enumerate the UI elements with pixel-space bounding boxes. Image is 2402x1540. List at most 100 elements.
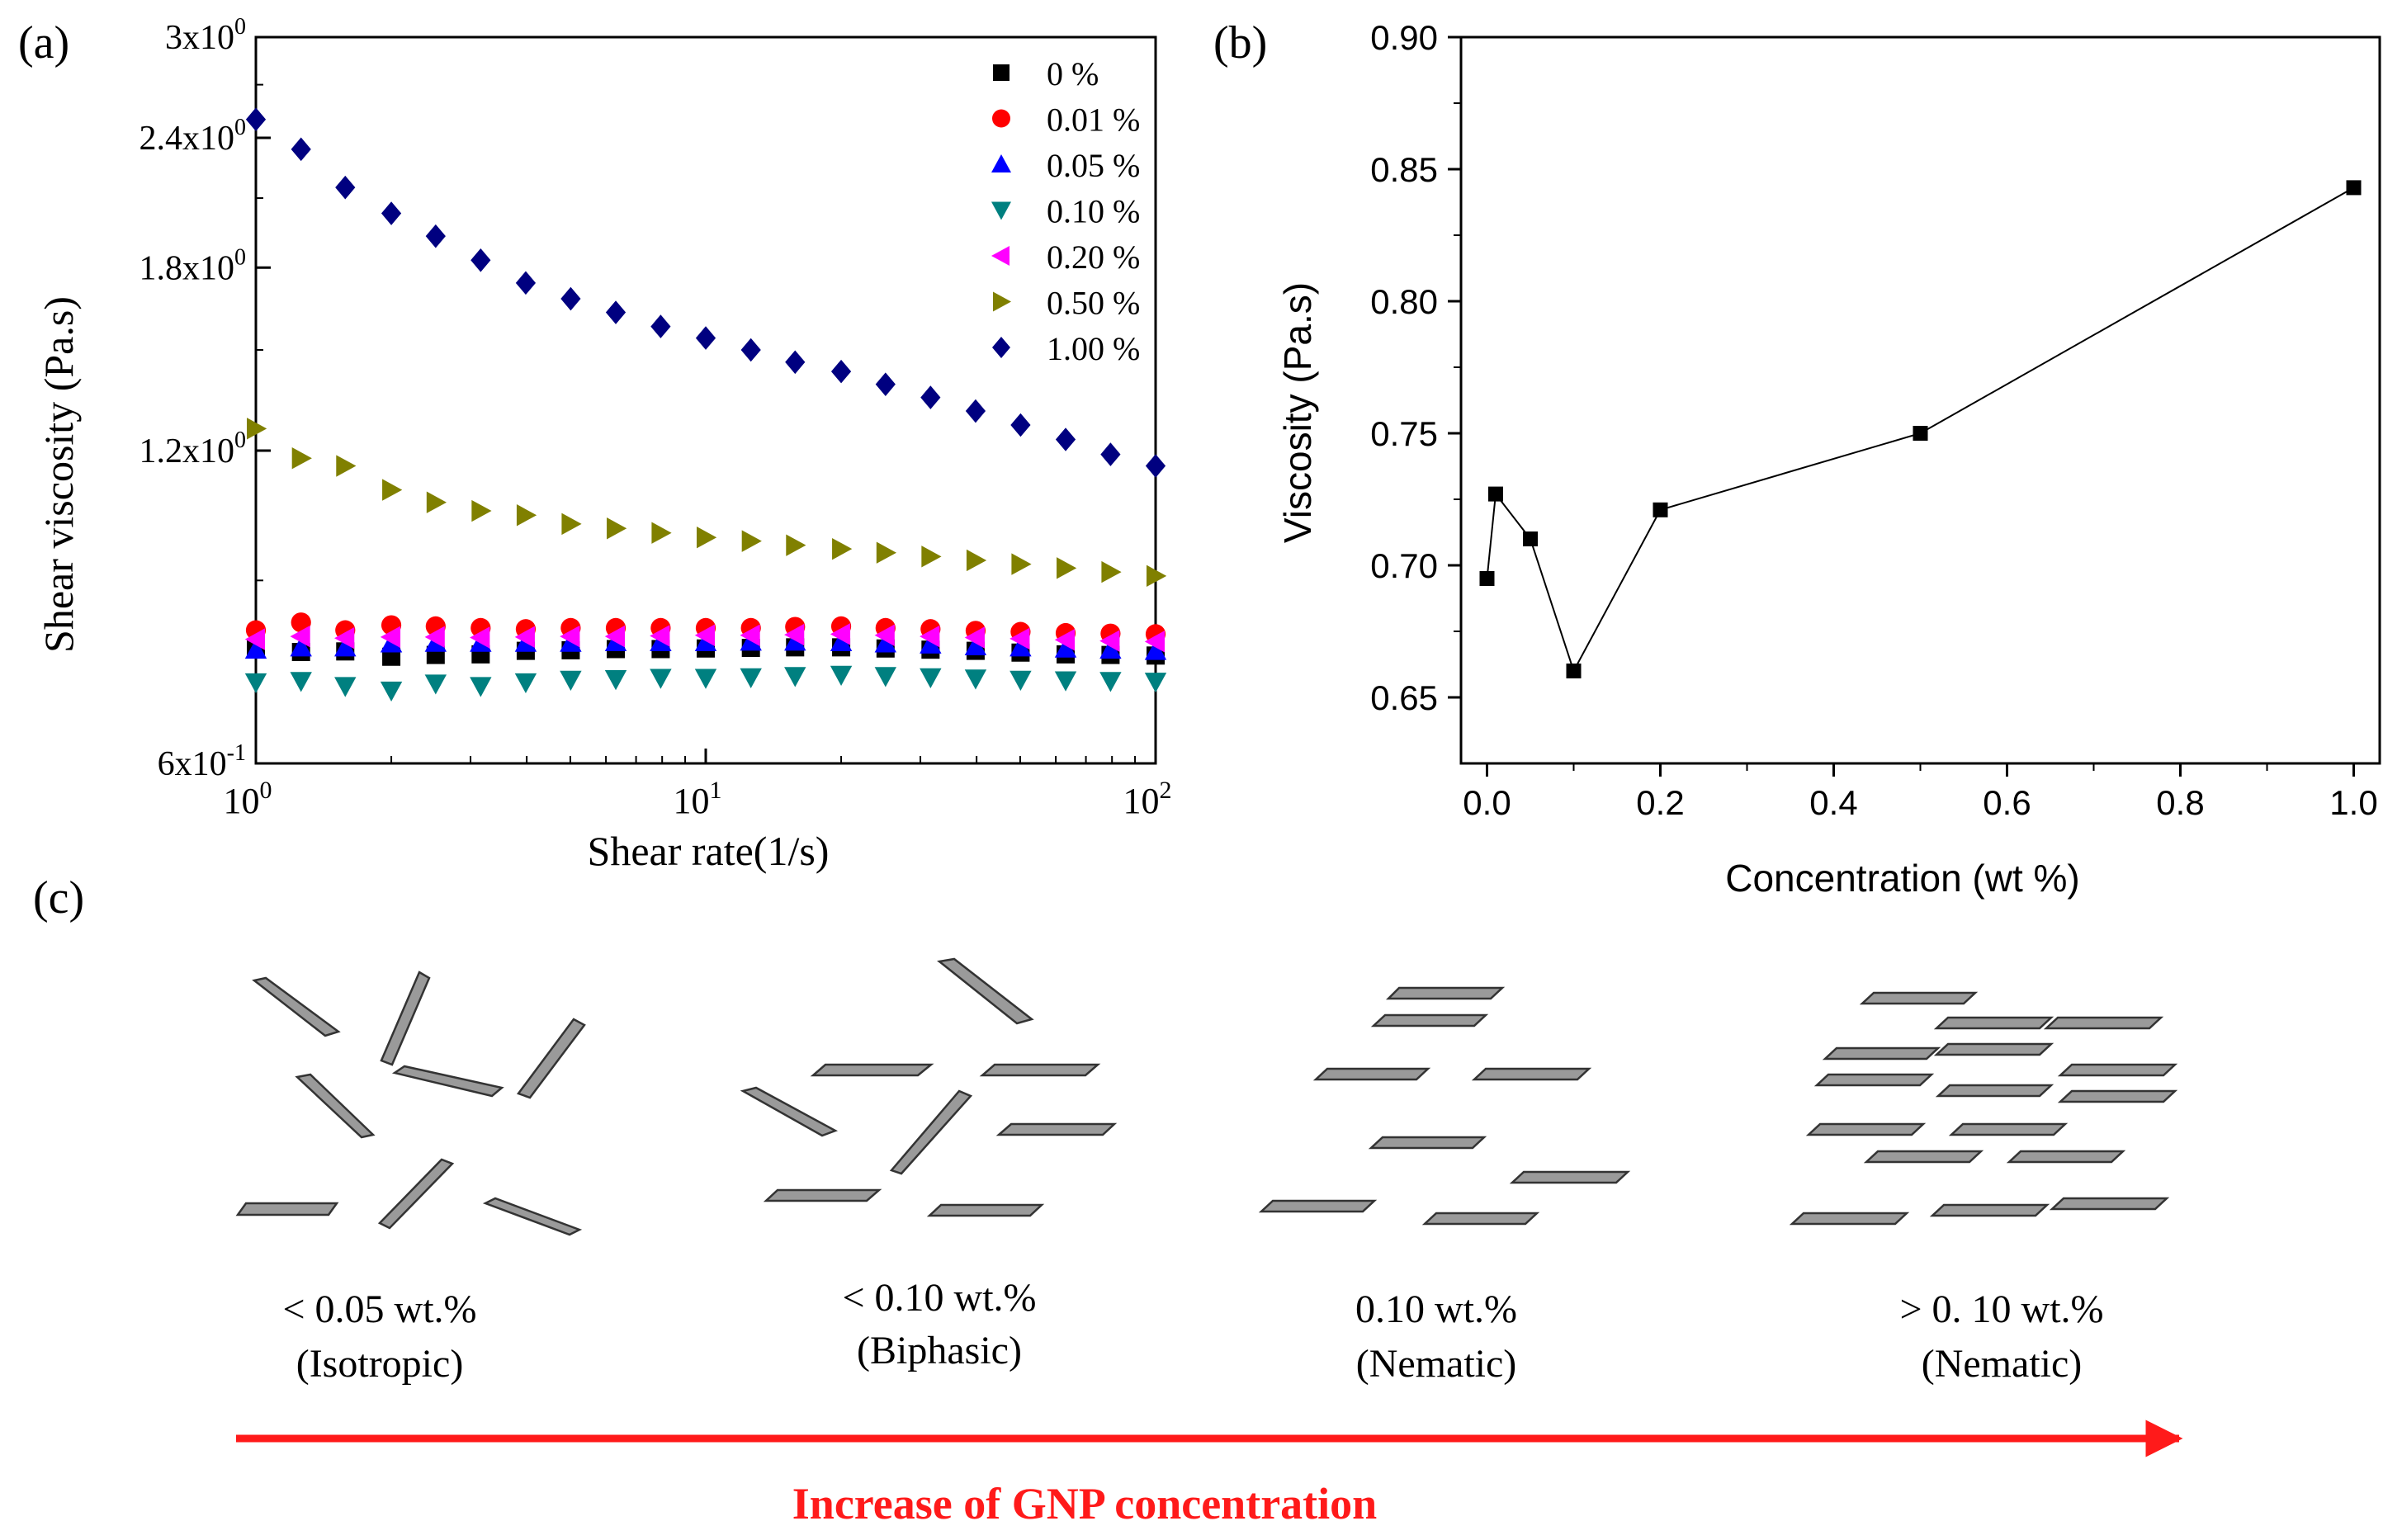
graphene-platelet	[2043, 1016, 2164, 1030]
stage-concentration-label: < 0.10 wt.%	[842, 1276, 1036, 1320]
data-point	[604, 670, 627, 691]
data-point	[381, 201, 402, 225]
data-point	[560, 286, 581, 311]
legend-marker	[993, 64, 1010, 81]
data-point	[426, 491, 447, 513]
data-point	[290, 625, 310, 648]
data-point	[921, 546, 942, 568]
data-point	[1010, 627, 1030, 650]
data-point	[785, 350, 806, 375]
stage-nematic: 0.10 wt.% (Nematic)	[1355, 1287, 1517, 1386]
graphene-platelet	[482, 1197, 583, 1236]
graphene-platelet	[1509, 1170, 1631, 1184]
data-point	[560, 625, 580, 648]
graphene-platelet	[1370, 1013, 1489, 1027]
panel-label-c: (c)	[33, 872, 84, 924]
stage-nematic-high: > 0. 10 wt.% (Nematic)	[1899, 1287, 2103, 1386]
y-tick-label: 0.90	[1370, 18, 1438, 57]
data-point	[290, 636, 312, 657]
data-point	[966, 549, 987, 572]
panel-label-a: (a)	[18, 17, 69, 68]
data-point	[1144, 631, 1165, 653]
data-point	[604, 625, 626, 648]
data-point	[1054, 637, 1077, 658]
data-point	[1010, 636, 1032, 657]
data-point	[697, 526, 717, 549]
chart-b-frame	[1459, 35, 2381, 765]
data-point	[380, 626, 401, 649]
chart-b-x-axis-label: Concentration (wt %)	[1725, 857, 2080, 900]
graphene-platelet	[1805, 1122, 1927, 1136]
chart-a-x-tick-labels: 100 101 102	[224, 777, 1172, 821]
graphene-platelet	[1933, 1016, 2054, 1030]
platelet-drawings	[235, 957, 2178, 1236]
graphene-platelet	[1258, 1199, 1378, 1213]
data-point	[560, 670, 582, 691]
data-point	[830, 631, 853, 652]
graphene-platelet	[1471, 1067, 1592, 1081]
legend-label: 0 %	[1047, 55, 1099, 92]
data-point	[382, 479, 403, 501]
data-point	[1488, 486, 1503, 502]
data-point	[1144, 673, 1167, 693]
x-tick-label: 0.0	[1463, 783, 1511, 822]
data-point	[334, 636, 357, 657]
data-point	[291, 137, 311, 162]
data-point	[516, 504, 537, 527]
data-point	[964, 635, 987, 655]
data-point	[424, 674, 447, 695]
y-tick-label: 1.8x100	[139, 244, 247, 287]
data-point	[561, 513, 582, 536]
graphene-platelet	[1935, 1084, 2054, 1098]
x-tick-label: 0.6	[1983, 783, 2031, 822]
data-point	[470, 677, 492, 697]
data-point	[1055, 428, 1076, 451]
graphene-platelet	[377, 1158, 455, 1230]
graphene-platelet	[937, 957, 1034, 1025]
data-point	[874, 632, 897, 653]
graphene-platelet	[2057, 1089, 2178, 1103]
chart-a-x-axis-label: Shear rate(1/s)	[588, 828, 830, 874]
legend-label: 0.10 %	[1047, 193, 1140, 230]
stage-phase-label: (Nematic)	[1922, 1342, 2083, 1386]
x-tick-label: 0.4	[1809, 783, 1857, 822]
data-point	[514, 626, 535, 649]
graphene-platelet	[235, 1202, 339, 1216]
data-point	[875, 372, 896, 396]
chart-b-y-axis-label: Viscosity (Pa.s)	[1276, 282, 1319, 543]
data-point	[651, 522, 672, 544]
graphene-platelet	[1385, 986, 1506, 1000]
chart-a-y-tick-labels: 6x10-1 1.2x100 1.8x100 2.4x100 3x100	[139, 14, 247, 783]
graphene-platelet	[740, 1086, 839, 1137]
legend-marker	[993, 291, 1011, 312]
data-point	[1010, 413, 1031, 437]
data-point	[830, 665, 853, 686]
legend-label: 0.01 %	[1047, 102, 1140, 139]
data-point	[244, 673, 267, 694]
graphene-platelet	[1421, 1212, 1540, 1226]
data-point	[740, 338, 761, 362]
data-point	[424, 626, 445, 649]
data-point	[1101, 560, 1122, 583]
graphene-platelet	[1859, 991, 1979, 1005]
y-tick-label: 0.80	[1370, 282, 1438, 321]
chart-b-x-tick-labels: 0.0 0.2 0.4 0.6 0.8 1.0	[1463, 783, 2377, 822]
y-tick-label: 3x100	[165, 14, 246, 57]
data-point	[784, 623, 805, 646]
data-point	[694, 624, 715, 646]
data-point	[515, 271, 537, 295]
chart-b-y-tick-labels: 0.65 0.70 0.75 0.80 0.85 0.90	[1370, 18, 1438, 717]
data-point	[1010, 670, 1032, 691]
graphene-platelet	[1933, 1042, 2054, 1056]
stage-phase-label: (Biphasic)	[857, 1329, 1022, 1372]
data-point	[964, 669, 987, 690]
schematic-platelet-alignment: < 0.05 wt.% (Isotropic) < 0.10 wt.% (Bip…	[235, 957, 2183, 1528]
data-point	[1099, 672, 1122, 692]
y-tick-label: 0.70	[1370, 546, 1438, 585]
graphene-platelet	[2057, 1063, 2178, 1077]
data-point	[832, 537, 853, 560]
x-tick-label: 0.2	[1636, 783, 1684, 822]
legend-label: 0.05 %	[1047, 147, 1140, 184]
graphene-platelet	[1789, 1212, 1910, 1226]
data-point	[874, 667, 897, 687]
